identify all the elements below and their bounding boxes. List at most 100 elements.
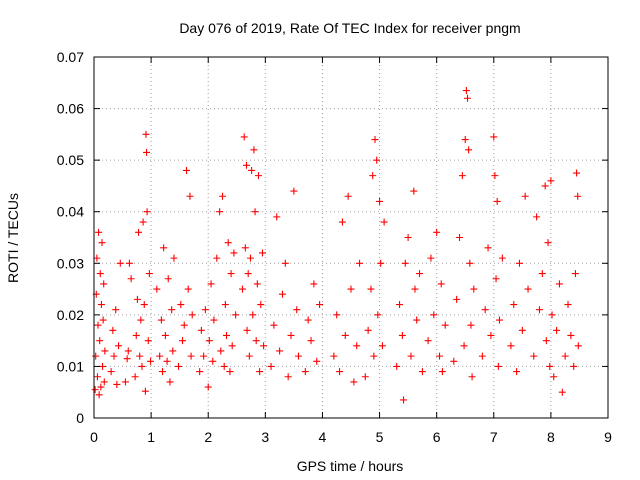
data-point: [243, 326, 251, 334]
data-point: [227, 270, 235, 278]
data-point: [161, 331, 169, 339]
data-point: [294, 352, 302, 360]
x-tick-label: 7: [490, 429, 498, 445]
data-point: [467, 321, 475, 329]
data-point: [400, 396, 408, 404]
data-point: [278, 290, 286, 298]
data-point: [573, 169, 581, 177]
data-point: [153, 285, 161, 293]
data-point: [336, 368, 344, 376]
data-point: [221, 301, 229, 309]
data-point: [94, 321, 102, 329]
data-point: [438, 368, 446, 376]
data-point: [301, 368, 309, 376]
data-point: [226, 368, 234, 376]
data-point: [462, 87, 470, 95]
data-point: [201, 306, 209, 314]
data-point: [99, 316, 107, 324]
data-point: [258, 249, 266, 257]
data-point: [393, 362, 401, 370]
data-point: [316, 301, 324, 309]
data-point: [310, 280, 318, 288]
data-point: [398, 331, 406, 339]
data-point: [217, 347, 225, 355]
x-tick-label: 6: [433, 429, 441, 445]
data-point: [96, 337, 104, 345]
data-point: [98, 239, 106, 247]
data-point: [373, 156, 381, 164]
data-point: [515, 259, 523, 267]
data-point: [228, 342, 236, 350]
data-point: [546, 362, 554, 370]
data-point: [249, 311, 257, 319]
data-point: [169, 347, 177, 355]
data-point: [135, 228, 143, 236]
data-point: [574, 342, 582, 350]
x-tick-label: 9: [604, 429, 612, 445]
data-point: [401, 259, 409, 267]
data-point: [132, 331, 140, 339]
data-point: [131, 373, 139, 381]
data-point: [330, 352, 338, 360]
data-point: [341, 331, 349, 339]
data-point: [338, 218, 346, 226]
data-point: [376, 197, 384, 205]
x-tick-label: 3: [261, 429, 269, 445]
data-point: [254, 172, 262, 180]
data-point: [273, 213, 281, 221]
data-point: [142, 130, 150, 138]
data-point: [267, 362, 275, 370]
x-tick-label: 0: [90, 429, 98, 445]
data-point: [418, 368, 426, 376]
data-point: [137, 316, 145, 324]
data-point: [350, 378, 358, 386]
data-point: [143, 208, 151, 216]
x-axis-label: GPS time / hours: [297, 458, 404, 474]
data-point: [498, 254, 506, 262]
data-point: [574, 192, 582, 200]
data-point: [567, 331, 575, 339]
data-point: [492, 275, 500, 283]
data-point: [378, 342, 386, 350]
data-point: [97, 383, 105, 391]
data-point: [238, 285, 246, 293]
data-point: [246, 254, 254, 262]
data-point: [125, 259, 133, 267]
data-point: [101, 347, 109, 355]
data-point: [93, 373, 101, 381]
data-point: [487, 331, 495, 339]
data-point: [437, 280, 445, 288]
data-point: [95, 228, 103, 236]
data-point: [250, 146, 258, 154]
data-point: [110, 352, 118, 360]
data-point: [377, 259, 385, 267]
data-point: [521, 192, 529, 200]
data-point: [538, 270, 546, 278]
data-point: [175, 362, 183, 370]
data-point: [127, 275, 135, 283]
plot-frame: [93, 56, 609, 419]
data-point: [213, 254, 221, 262]
data-point: [281, 259, 289, 267]
data-point: [144, 337, 152, 345]
data-point: [410, 187, 418, 195]
data-point: [177, 301, 185, 309]
y-tick-label: 0.06: [57, 101, 84, 117]
data-point: [224, 239, 232, 247]
data-point: [95, 391, 103, 399]
data-point: [196, 368, 204, 376]
data-point: [530, 352, 538, 360]
data-point: [107, 368, 115, 376]
data-point: [367, 285, 375, 293]
data-point: [232, 311, 240, 319]
data-point: [184, 285, 192, 293]
data-point: [270, 321, 278, 329]
data-point: [313, 357, 321, 365]
data-point: [164, 275, 172, 283]
data-point: [542, 337, 550, 345]
data-point: [241, 244, 249, 252]
x-tick-label: 2: [204, 429, 212, 445]
data-point: [168, 306, 176, 314]
data-point: [248, 166, 256, 174]
data-point: [450, 357, 458, 365]
